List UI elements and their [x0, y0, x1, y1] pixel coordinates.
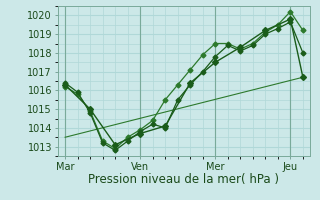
X-axis label: Pression niveau de la mer( hPa ): Pression niveau de la mer( hPa ) — [89, 173, 279, 186]
